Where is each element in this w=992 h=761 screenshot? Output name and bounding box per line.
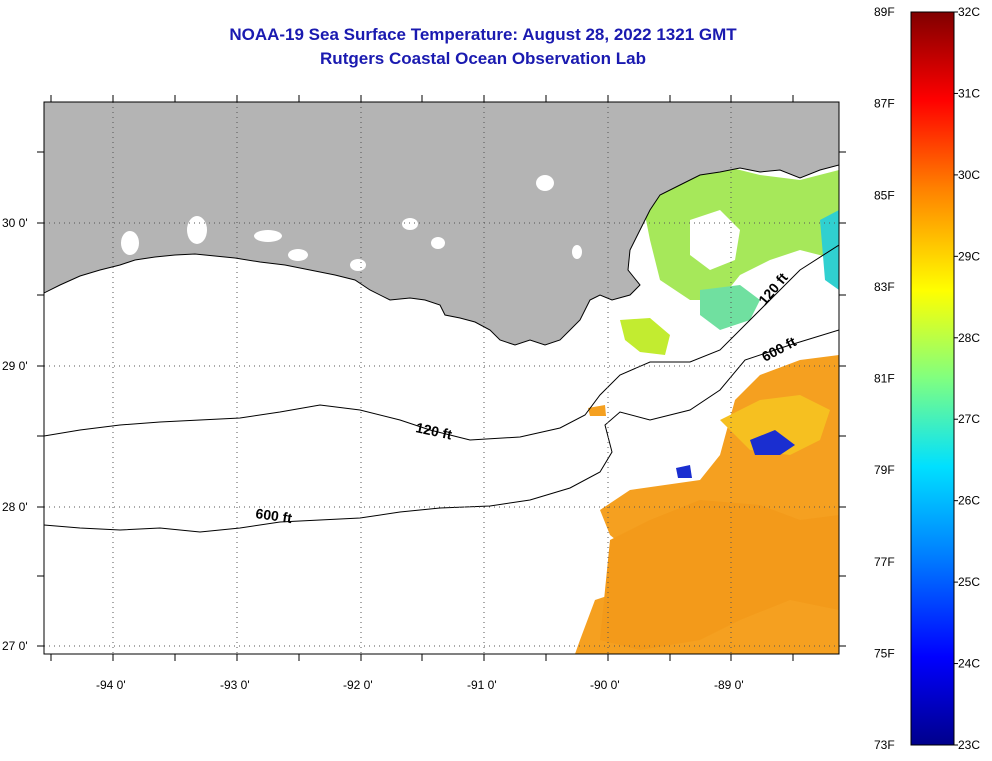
land-mass xyxy=(44,102,839,346)
lon-label: -91 0' xyxy=(467,678,497,692)
colorbar-celsius-labels: 32C 31C 30C 29C 28C 27C 26C 25C 24C 23C xyxy=(958,5,980,752)
colorbar-c-label: 27C xyxy=(958,412,980,426)
contour-600ft-line xyxy=(44,329,839,533)
contour-label-600ft: 600 ft xyxy=(255,505,294,526)
colorbar-f-label: 85F xyxy=(874,188,895,202)
colorbar xyxy=(910,11,955,746)
lat-label: 30 0' xyxy=(2,216,28,230)
colorbar-f-label: 75F xyxy=(874,646,895,660)
graticule xyxy=(44,102,839,654)
colorbar-f-label: 79F xyxy=(874,463,895,477)
colorbar-f-label: 81F xyxy=(874,372,895,386)
colorbar-c-label: 26C xyxy=(958,494,980,508)
colorbar-c-label: 23C xyxy=(958,738,980,752)
colorbar-f-label: 87F xyxy=(874,97,895,111)
lon-label: -92 0' xyxy=(343,678,373,692)
colorbar-c-label: 25C xyxy=(958,575,980,589)
land-holes xyxy=(121,175,582,271)
lon-label: -94 0' xyxy=(96,678,126,692)
lat-label: 28 0' xyxy=(2,500,28,514)
colorbar-fahrenheit-labels: 89F 87F 85F 83F 81F 79F 77F 75F 73F xyxy=(874,5,895,752)
colorbar-c-label: 29C xyxy=(958,249,980,263)
lat-label: 27 0' xyxy=(2,639,28,653)
lat-label: 29 0' xyxy=(2,359,28,373)
lon-label: -89 0' xyxy=(714,678,744,692)
colorbar-c-label: 31C xyxy=(958,86,980,100)
lon-label: -90 0' xyxy=(590,678,620,692)
colorbar-f-label: 83F xyxy=(874,280,895,294)
colorbar-c-label: 28C xyxy=(958,331,980,345)
map-frame xyxy=(43,101,840,655)
colorbar-c-label: 30C xyxy=(958,168,980,182)
contour-label-120ft: 120 ft xyxy=(414,419,453,442)
frame-ticks xyxy=(37,95,846,661)
colorbar-f-label: 73F xyxy=(874,738,895,752)
colorbar-f-label: 77F xyxy=(874,555,895,569)
colorbar-c-label: 32C xyxy=(958,5,980,19)
colorbar-c-label: 24C xyxy=(958,657,980,671)
colorbar-ticks xyxy=(954,11,958,746)
map-title: NOAA-19 Sea Surface Temperature: August … xyxy=(229,25,737,44)
map-subtitle: Rutgers Coastal Ocean Observation Lab xyxy=(320,49,646,68)
colorbar-f-label: 89F xyxy=(874,5,895,19)
lon-label: -93 0' xyxy=(220,678,250,692)
contour-120ft-line xyxy=(44,244,839,441)
